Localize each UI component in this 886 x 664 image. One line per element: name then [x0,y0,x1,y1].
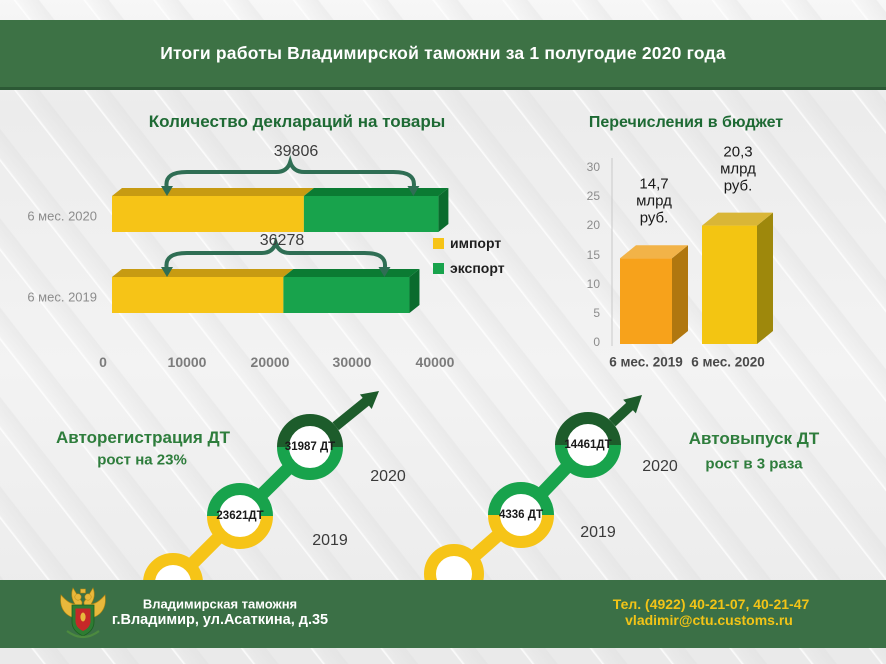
legend-swatch-import [433,237,444,249]
legend-item-export: экспорт [433,260,505,276]
x-tick-10000: 10000 [167,354,207,370]
y-tick-25: 25 [586,189,600,203]
autorelease-year-2020: 2020 [642,458,678,475]
y-tick-15: 15 [586,248,600,262]
legend-item-import: импорт [433,235,501,251]
budget-cat-2020: 6 мес. 2020 [691,354,765,370]
x-tick-40000: 40000 [415,354,455,370]
legend-swatch-export [433,262,444,274]
footer-bar: Владимирская таможня г.Владимир, ул.Асат… [0,580,886,648]
footer-org: Владимирская таможня [142,596,298,612]
budget-cat-2019: 6 мес. 2019 [609,354,683,370]
budget-value-2020: 20,3 млрд руб. [720,144,756,195]
row-label-2020: 6 мес. 2020 [27,208,97,224]
footer-phone: Тел. (4922) 40-21-07, 40-21-47 [612,596,810,612]
declarations-total-2020: 39806 [273,143,319,160]
autoreg-year-2020: 2020 [370,468,406,485]
budget-value-2020-number: 20,3 [723,143,753,161]
budget-value-2019-unit2: руб. [639,209,669,227]
footer-email: vladimir@ctu.customs.ru [625,612,793,628]
autorelease-year-2019: 2019 [580,524,616,541]
budget-value-2019-number: 14,7 [639,175,669,193]
footer-address: г.Владимир, ул.Асаткина, д.35 [111,612,329,628]
autoreg-year-2019: 2019 [312,532,348,549]
declarations-chart-title: Количество деклараций на товары [148,112,446,131]
budget-value-2019: 14,7 млрд руб. [636,176,672,227]
x-tick-0: 0 [99,354,107,370]
y-tick-20: 20 [586,218,600,232]
y-tick-0: 0 [593,335,600,349]
y-tick-30: 30 [586,160,600,174]
autorelease-value-2019: 4336 ДТ [499,509,543,521]
header-bar: Итоги работы Владимирской таможни за 1 п… [0,20,886,90]
declarations-total-2019: 36278 [259,232,305,249]
budget-value-2020-unit2: руб. [723,177,753,195]
legend-label-export: экспорт [450,260,505,276]
autoreg-value-2019: 23621ДТ [216,510,264,522]
page-title: Итоги работы Владимирской таможни за 1 п… [160,43,726,63]
x-tick-30000: 30000 [332,354,372,370]
legend-label-import: импорт [450,235,502,251]
x-tick-20000: 20000 [250,354,290,370]
autoreg-title: Авторегистрация ДТ [55,428,231,447]
autorelease-value-2020: 14461ДТ [564,439,612,451]
budget-chart-title: Перечисления в бюджет [588,114,784,131]
budget-value-2019-unit1: млрд [636,192,672,210]
row-label-2019: 6 мес. 2019 [27,289,97,305]
autorelease-subtitle: рост в 3 раза [705,455,803,473]
autorelease-title: Автовыпуск ДТ [688,429,820,448]
y-tick-5: 5 [593,306,600,320]
autoreg-value-2020: 31987 ДТ [284,441,336,453]
autoreg-subtitle: рост на 23% [97,451,187,469]
y-tick-10: 10 [586,277,600,291]
budget-value-2020-unit1: млрд [720,160,756,178]
customs-emblem-icon [60,587,106,639]
